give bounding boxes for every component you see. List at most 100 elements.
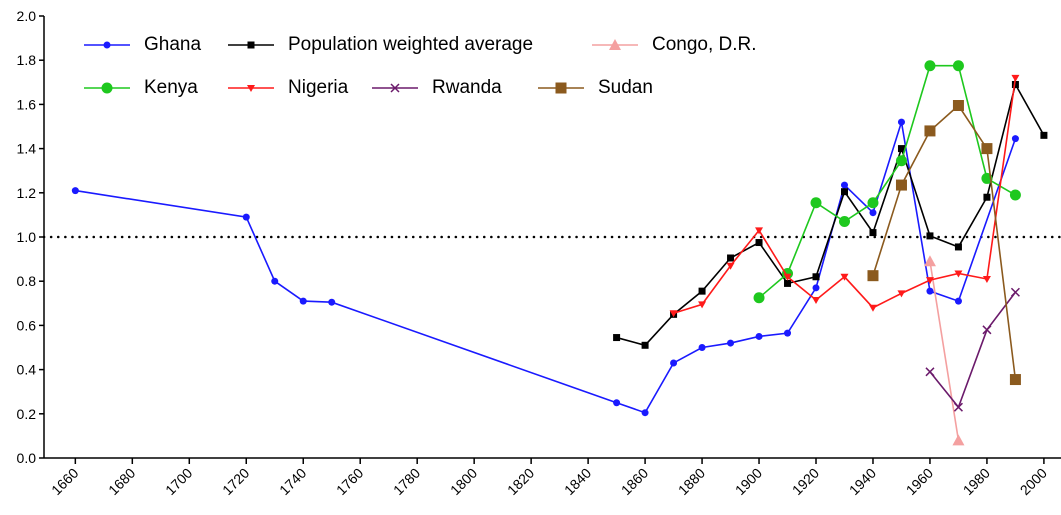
marker [924,125,936,137]
marker [755,239,763,247]
x-tick-label: 1660 [48,465,81,498]
marker [812,273,820,281]
y-tick-label: 0.4 [17,362,37,378]
x-tick-label: 1680 [105,465,138,498]
legend-marker [101,82,113,94]
x-tick-label: 1720 [219,465,252,498]
marker [953,402,963,412]
marker [952,60,964,72]
x-tick-label: 1940 [846,465,879,498]
marker [1009,189,1021,201]
legend-marker [390,83,400,93]
marker [982,275,991,283]
legend-label: Sudan [598,77,653,98]
y-tick-label: 1.0 [17,229,37,245]
marker [952,100,964,112]
marker [613,334,621,342]
marker [840,181,848,189]
marker [1010,287,1020,297]
y-tick-label: 1.8 [17,52,37,68]
legend-marker [555,82,567,94]
series-line [929,291,1017,409]
marker [726,262,735,270]
marker [924,60,936,72]
marker [867,197,879,209]
marker [698,287,706,295]
x-tick-label: 1880 [675,465,708,498]
y-tick-label: 1.6 [17,96,37,112]
marker [867,270,879,282]
legend-marker [103,41,111,49]
marker [895,155,907,167]
legend-label: Population weighted average [288,34,533,55]
x-tick-label: 1800 [447,465,480,498]
marker [755,332,763,340]
x-tick-label: 1980 [960,465,993,498]
x-tick-label: 1960 [903,465,936,498]
marker [698,301,707,309]
x-tick-label: 1740 [276,465,309,498]
marker [727,339,735,347]
marker [812,284,820,292]
marker [868,304,877,312]
marker [925,277,934,285]
legend-marker [247,85,255,92]
marker [727,254,735,262]
x-tick-label: 1900 [732,465,765,498]
marker [641,409,649,417]
marker [613,399,621,407]
marker [983,193,991,201]
series-line [929,261,960,441]
legend-label: Nigeria [288,77,349,98]
series-line [616,82,1045,347]
x-tick-label: 1840 [561,465,594,498]
series-line [872,104,1017,380]
marker [926,287,934,295]
marker [923,255,936,267]
y-tick-label: 2.0 [17,8,37,24]
legend-label: Ghana [144,34,201,55]
marker [897,145,905,153]
marker [897,118,905,126]
x-tick-label: 2000 [1017,465,1050,498]
marker [271,277,279,285]
marker [954,297,962,305]
x-tick-label: 1780 [390,465,423,498]
y-tick-label: 0.0 [17,450,37,466]
marker [670,359,678,367]
x-tick-label: 1860 [618,465,651,498]
x-tick-label: 1700 [162,465,195,498]
legend-marker [247,41,255,49]
marker [71,187,79,195]
marker [810,197,822,209]
marker [925,367,935,377]
legend-marker [609,39,621,50]
series-line [758,64,1016,299]
marker [1011,74,1020,82]
x-tick-label: 1820 [504,465,537,498]
marker [954,270,963,278]
marker [895,179,907,191]
marker [812,296,821,304]
legend-label: Kenya [144,77,198,98]
marker [242,213,250,221]
marker [926,232,934,240]
marker [698,344,706,351]
marker [838,216,850,228]
marker [1040,131,1048,139]
marker [782,267,794,279]
series-line [75,121,1017,414]
y-tick-label: 0.2 [17,406,37,422]
marker [641,341,649,349]
x-tick-label: 1920 [789,465,822,498]
marker [1011,81,1019,89]
legend-label: Rwanda [432,77,502,98]
marker [299,297,307,305]
marker [840,188,848,196]
marker [784,329,792,337]
marker [784,279,792,287]
marker [1009,374,1021,386]
legend-label: Congo, D.R. [652,34,757,55]
y-tick-label: 1.4 [17,141,37,157]
marker [669,310,678,318]
